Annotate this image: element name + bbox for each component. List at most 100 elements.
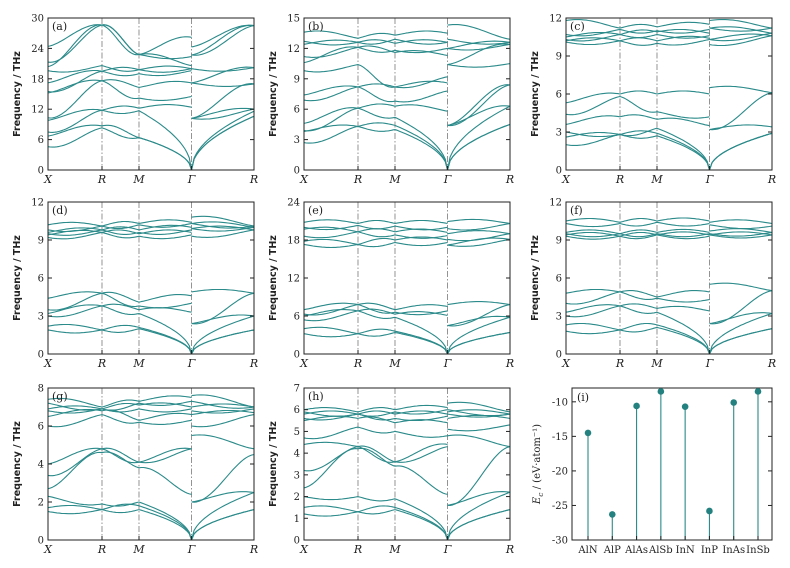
k-point-label: Γ bbox=[187, 173, 196, 186]
y-tick-label: 18 bbox=[31, 74, 44, 85]
band-5 bbox=[303, 304, 511, 327]
band-5 bbox=[565, 290, 773, 325]
k-point-label: R bbox=[97, 543, 106, 556]
band-11 bbox=[565, 27, 773, 37]
k-point-label: X bbox=[43, 357, 53, 370]
y-tick-label: 18 bbox=[287, 236, 300, 247]
y-tick-label: 12 bbox=[287, 44, 300, 55]
y-tick-label: 0 bbox=[556, 350, 562, 361]
y-tick-label: 6 bbox=[38, 135, 44, 146]
band-10 bbox=[303, 39, 511, 49]
data-point bbox=[730, 399, 738, 406]
y-tick-label: 7 bbox=[294, 384, 300, 395]
material-label: AlSb bbox=[648, 545, 673, 556]
band-4 bbox=[565, 303, 773, 325]
k-point-label: R bbox=[767, 357, 776, 370]
data-point bbox=[754, 388, 762, 395]
y-tick-label: 6 bbox=[556, 90, 562, 101]
k-point-label: M bbox=[388, 173, 401, 186]
material-label: InN bbox=[676, 545, 695, 556]
y-axis-label: Frequency / THz bbox=[530, 51, 541, 137]
band-3 bbox=[303, 491, 511, 541]
y-tick-label: 6 bbox=[294, 312, 300, 323]
panel-letter: (g) bbox=[52, 390, 68, 403]
band-2 bbox=[565, 322, 773, 355]
k-point-label: Γ bbox=[705, 173, 714, 186]
k-point-label: Γ bbox=[187, 357, 196, 370]
band-7 bbox=[565, 234, 773, 240]
band-9 bbox=[303, 413, 511, 422]
k-point-label: R bbox=[249, 173, 258, 186]
band-6 bbox=[565, 282, 773, 298]
band-6 bbox=[303, 301, 511, 311]
panel-letter: (d) bbox=[52, 204, 68, 217]
band-1 bbox=[47, 115, 255, 171]
band-8 bbox=[47, 65, 255, 84]
band-3 bbox=[565, 127, 773, 171]
k-point-label: R bbox=[615, 357, 624, 370]
band-9 bbox=[47, 408, 255, 414]
k-point-label: M bbox=[132, 543, 145, 556]
y-tick-label: 8 bbox=[38, 384, 44, 395]
band-5 bbox=[47, 80, 255, 120]
y-tick-label: 0 bbox=[556, 166, 562, 177]
k-point-label: X bbox=[561, 357, 571, 370]
band-4 bbox=[47, 451, 255, 503]
band-9 bbox=[565, 231, 773, 238]
material-label: InP bbox=[701, 545, 718, 556]
band-3 bbox=[47, 109, 255, 171]
k-point-label: M bbox=[650, 357, 663, 370]
band-11 bbox=[303, 409, 511, 417]
y-tick-label: 6 bbox=[294, 105, 300, 116]
y-tick-label: 3 bbox=[294, 470, 300, 481]
y-tick-label: 6 bbox=[294, 405, 300, 416]
y-tick-label: 9 bbox=[294, 74, 300, 85]
band-2 bbox=[47, 503, 255, 541]
y-tick-label: 12 bbox=[31, 198, 44, 209]
band-2 bbox=[303, 122, 511, 171]
y-tick-label: 9 bbox=[556, 52, 562, 63]
y-tick-label: 6 bbox=[38, 422, 44, 433]
y-tick-label: 15 bbox=[287, 14, 300, 25]
y-label-subscript: c bbox=[536, 492, 545, 497]
k-point-label: R bbox=[249, 543, 258, 556]
band-12 bbox=[47, 394, 255, 408]
data-point bbox=[681, 403, 689, 410]
panel-letter: (e) bbox=[308, 204, 323, 217]
data-point bbox=[657, 388, 665, 395]
band-5 bbox=[303, 84, 511, 127]
phonon-panel-1: 0 6 12 18 24 30 X R M Γ R (a) Frequency / THz bbox=[12, 14, 258, 187]
material-label: InSb bbox=[746, 545, 770, 556]
band-9 bbox=[303, 231, 511, 242]
band-1 bbox=[565, 326, 773, 355]
panel-letter: (b) bbox=[308, 20, 324, 33]
y-tick-label: 0 bbox=[294, 350, 300, 361]
y-tick-label: 3 bbox=[294, 135, 300, 146]
y-axis-label: Frequency / THz bbox=[268, 421, 279, 507]
y-tick-label: 12 bbox=[31, 105, 44, 116]
k-point-label: R bbox=[353, 173, 362, 186]
k-point-label: X bbox=[299, 543, 309, 556]
band-6 bbox=[303, 80, 511, 126]
y-tick-label: -10 bbox=[552, 397, 568, 408]
y-label-symbol: E bbox=[532, 496, 543, 505]
band-6 bbox=[303, 434, 511, 463]
band-2 bbox=[47, 323, 255, 355]
y-tick-label: 24 bbox=[287, 198, 300, 209]
k-point-label: M bbox=[388, 357, 401, 370]
k-point-label: X bbox=[43, 543, 53, 556]
y-tick-label: 12 bbox=[549, 198, 562, 209]
k-point-label: R bbox=[353, 543, 362, 556]
phonon-panel-8: 0 1 2 3 4 5 6 7 X R M Γ R (h) Frequency / THz bbox=[268, 384, 514, 557]
band-11 bbox=[303, 222, 511, 231]
k-point-label: R bbox=[97, 173, 106, 186]
band-12 bbox=[303, 401, 511, 413]
band-12 bbox=[565, 18, 773, 29]
phonon-panel-3: 0 3 6 9 12 X R M Γ R (c) Frequency / THz bbox=[530, 14, 776, 187]
y-tick-label: -20 bbox=[552, 466, 568, 477]
band-8 bbox=[303, 43, 511, 66]
material-label: AlN bbox=[577, 545, 597, 556]
band-5 bbox=[47, 292, 255, 325]
y-tick-label: 12 bbox=[549, 14, 562, 25]
band-6 bbox=[565, 85, 773, 104]
